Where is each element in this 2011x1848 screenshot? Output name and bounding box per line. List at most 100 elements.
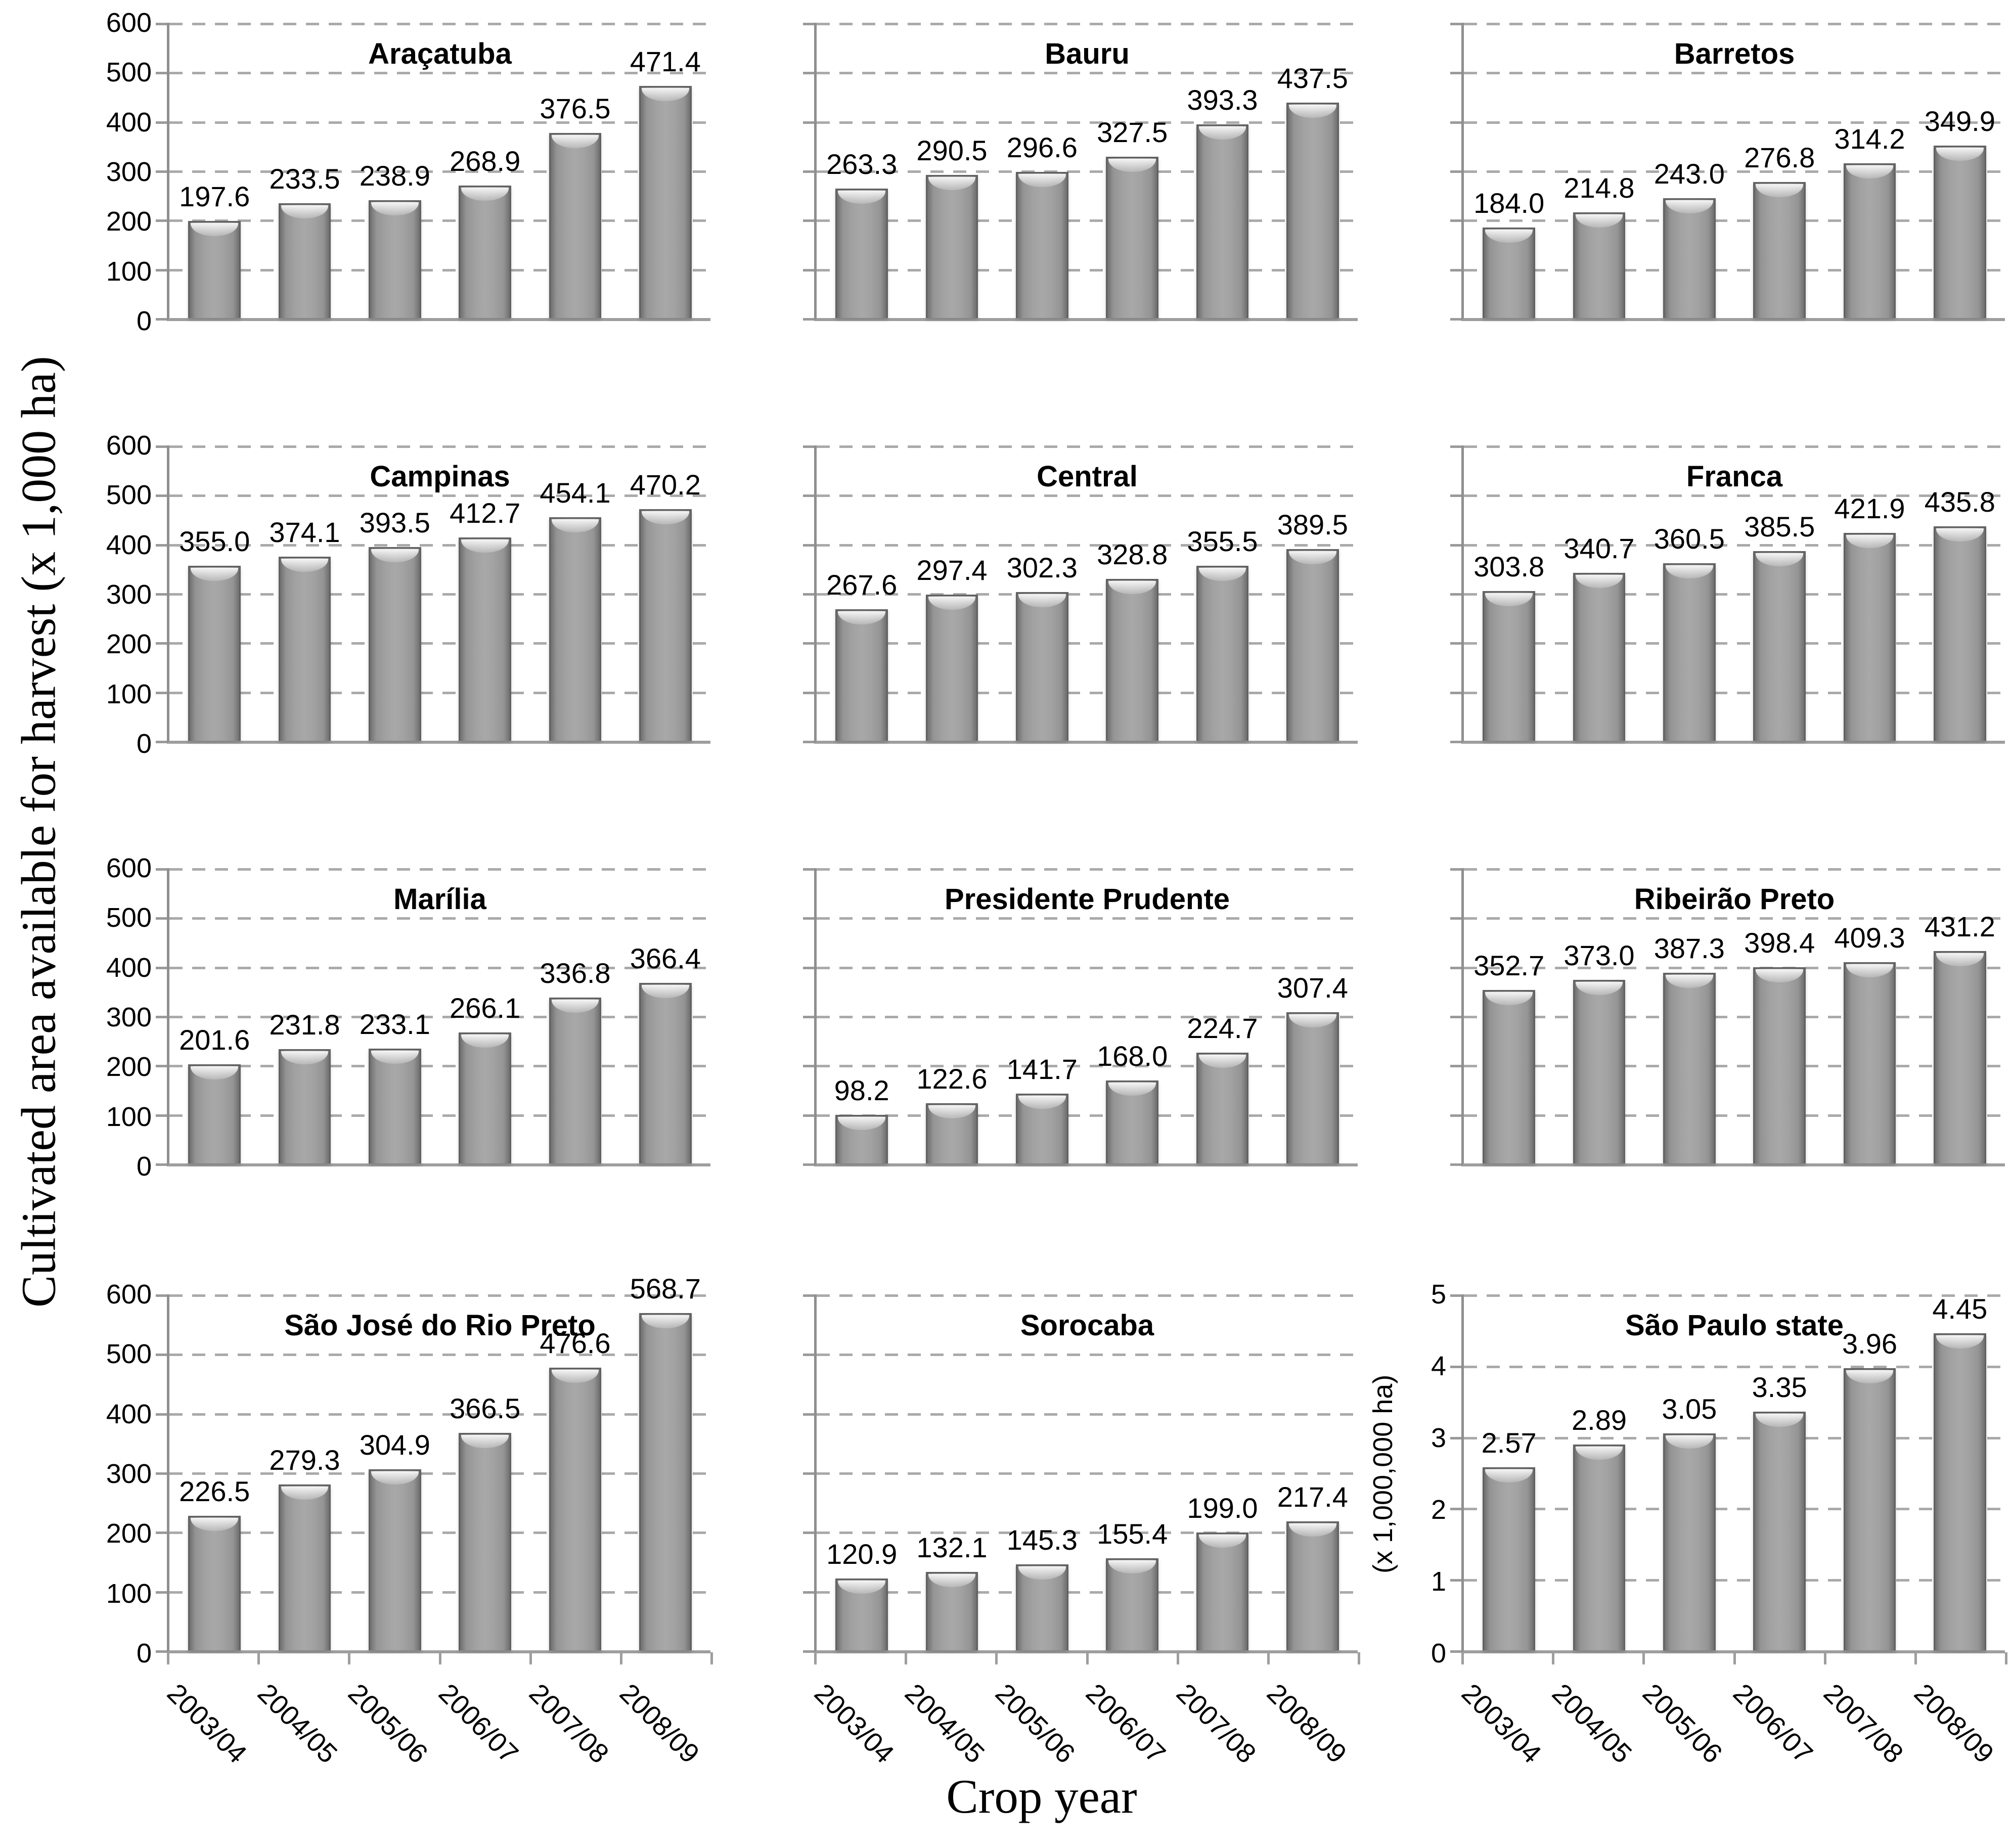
- y-axis-tick: [156, 1294, 167, 1297]
- y-tick-label: 100: [106, 256, 152, 287]
- bar: [278, 203, 331, 318]
- bar: [1573, 979, 1626, 1163]
- y-axis-tick: [1450, 1065, 1461, 1068]
- bar: [1843, 962, 1896, 1163]
- plot-area: Central 267.6 297.4 302.3 328.8 355.5 389.5: [803, 445, 1358, 744]
- gridline: [1464, 1114, 2005, 1117]
- y-tick-label: 5: [1431, 1279, 1446, 1310]
- bar-value-label: 304.9: [359, 1429, 430, 1461]
- bar-slot: 435.8: [1915, 445, 2005, 741]
- bar: [1483, 591, 1535, 741]
- y-axis-tick: [1450, 868, 1461, 871]
- gridline: [1464, 917, 2005, 920]
- bar: [1286, 103, 1339, 318]
- x-tick-label: 2005/06: [989, 1678, 1081, 1770]
- x-axis-tick: [619, 1652, 622, 1664]
- bar-value-label: 355.5: [1187, 525, 1258, 557]
- y-tick-label: 0: [136, 729, 152, 759]
- bar-slot: 302.3: [997, 445, 1087, 741]
- bar-slot: 387.3: [1644, 868, 1734, 1163]
- y-axis-tick: [156, 966, 167, 969]
- bar-value-label: 231.8: [269, 1009, 340, 1041]
- gridline: [817, 121, 1358, 124]
- y-axis-tick: [1450, 72, 1461, 75]
- y-axis-tick: [803, 917, 814, 920]
- y-axis-tick: [156, 1163, 167, 1166]
- gridline: [1464, 868, 2005, 871]
- bar-slot: 233.1: [350, 868, 440, 1163]
- bar-slot: 2.57: [1464, 1294, 1554, 1650]
- bar-slot: 2.89: [1554, 1294, 1644, 1650]
- y-axis-tick: [803, 318, 814, 321]
- chart-title: Central: [1037, 460, 1138, 493]
- bar-value-label: 349.9: [1924, 105, 1995, 138]
- bar-slot: 155.4: [1087, 1294, 1177, 1650]
- bar-slot: 201.6: [169, 868, 259, 1163]
- y-axis-tick: [1450, 1163, 1461, 1166]
- bar-value-label: 279.3: [269, 1444, 340, 1476]
- gridline: [817, 494, 1358, 498]
- bar-slot: 197.6: [169, 23, 259, 318]
- x-tick-label: 2006/07: [1080, 1678, 1172, 1770]
- bar: [925, 594, 978, 741]
- bar-slot: 3.35: [1734, 1294, 1824, 1650]
- gridline: [817, 868, 1358, 871]
- bar-slot: 437.5: [1268, 23, 1358, 318]
- bar-slot: 263.3: [817, 23, 907, 318]
- chart-title: Araçatuba: [368, 37, 512, 70]
- y-axis-tick: [1450, 1508, 1461, 1511]
- gridline: [817, 1016, 1358, 1018]
- bar-value-label: 4.45: [1932, 1293, 1988, 1325]
- bar-value-label: 389.5: [1277, 508, 1348, 540]
- bar-slot: 389.5: [1268, 445, 1358, 741]
- bar-slot: 279.3: [259, 1294, 349, 1650]
- bar-slot: 303.8: [1464, 445, 1554, 741]
- y-axis-tick: [803, 544, 814, 547]
- y-axis-tick: [156, 917, 167, 920]
- y-tick-label: 500: [106, 480, 152, 511]
- y-axis-tick: [156, 121, 167, 124]
- bar-value-label: 2.57: [1481, 1427, 1537, 1459]
- bar-slot: 366.5: [440, 1294, 530, 1650]
- bar: [459, 1432, 511, 1650]
- y-axis-tick: [156, 23, 167, 25]
- y-axis-tick: [156, 318, 167, 321]
- bar-value-label: 2.89: [1571, 1404, 1627, 1436]
- chart-title: São José do Rio Preto: [284, 1309, 596, 1342]
- bar-value-label: 267.6: [826, 568, 898, 601]
- bar-value-label: 352.7: [1473, 949, 1545, 981]
- gridline: [169, 544, 710, 547]
- gridline: [1464, 170, 2005, 173]
- chart-title: São Paulo state: [1625, 1309, 1844, 1342]
- bar: [459, 1032, 511, 1163]
- x-tick-label: 2006/07: [432, 1678, 524, 1770]
- bar-slot: 476.6: [530, 1294, 620, 1650]
- bar-slot: 366.4: [620, 868, 710, 1163]
- bar-value-label: 243.0: [1654, 158, 1725, 190]
- y-axis-tick: [803, 741, 814, 743]
- bar-value-label: 197.6: [179, 180, 250, 212]
- x-tick-label: 2005/06: [342, 1678, 434, 1770]
- bar-value-label: 409.3: [1834, 921, 1905, 954]
- gridline: [817, 1294, 1358, 1297]
- plot-area: Araçatuba 197.6 233.5 238.9 268.9 376.5 471.4: [156, 23, 710, 321]
- bar-value-label: 214.8: [1563, 171, 1635, 204]
- gridline: [817, 1413, 1358, 1416]
- bar: [1483, 227, 1535, 318]
- bar: [369, 547, 421, 741]
- bar-slot: 374.1: [259, 445, 349, 741]
- x-axis-tick: [1461, 1652, 1464, 1664]
- bar-value-label: 303.8: [1473, 551, 1545, 583]
- bar-value-label: 155.4: [1097, 1517, 1168, 1550]
- gridline: [1464, 494, 2005, 498]
- bar-slot: 267.6: [817, 445, 907, 741]
- gridline: [817, 72, 1358, 75]
- bar-slot: 297.4: [907, 445, 997, 741]
- y-tick-label: 400: [106, 107, 152, 138]
- y-axis-tick: [803, 691, 814, 694]
- x-tick-label: 2005/06: [1636, 1678, 1728, 1770]
- bar: [549, 517, 602, 741]
- bar: [925, 1572, 978, 1650]
- bar-slot: 214.8: [1554, 23, 1644, 318]
